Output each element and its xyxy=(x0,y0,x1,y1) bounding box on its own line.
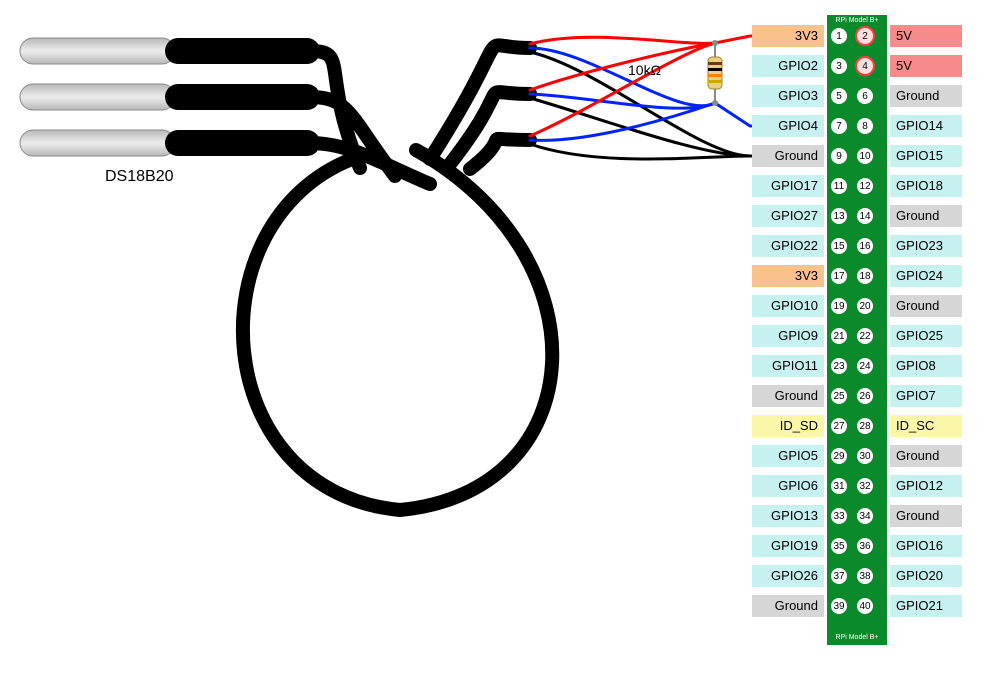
pin-14: 14 xyxy=(855,206,875,226)
sensor-1-body xyxy=(165,84,320,110)
pin-35: 35 xyxy=(829,536,849,556)
pin-label-8: GPIO14 xyxy=(890,115,962,137)
resistor-label: 10kΩ xyxy=(628,62,661,78)
pin-29: 29 xyxy=(829,446,849,466)
pin-32: 32 xyxy=(855,476,875,496)
sensor-label: DS18B20 xyxy=(105,168,174,186)
pin-13: 13 xyxy=(829,206,849,226)
pin-24: 24 xyxy=(855,356,875,376)
pin-label-20: Ground xyxy=(890,295,962,317)
pin-39: 39 xyxy=(829,596,849,616)
pin-label-12: GPIO18 xyxy=(890,175,962,197)
board-label-bottom: RPi Model B+ xyxy=(827,634,887,641)
pin-label-1: 3V3 xyxy=(752,25,824,47)
pin-label-38: GPIO20 xyxy=(890,565,962,587)
pin-label-14: Ground xyxy=(890,205,962,227)
resistor xyxy=(708,57,722,89)
pin-label-31: GPIO6 xyxy=(752,475,824,497)
sensor-0-body xyxy=(165,38,320,64)
pin-label-32: GPIO12 xyxy=(890,475,962,497)
pin-label-15: GPIO22 xyxy=(752,235,824,257)
pin-label-28: ID_SC xyxy=(890,415,962,437)
pin-label-34: Ground xyxy=(890,505,962,527)
pin-18: 18 xyxy=(855,266,875,286)
pin-label-19: GPIO10 xyxy=(752,295,824,317)
pin-33: 33 xyxy=(829,506,849,526)
pin-label-36: GPIO16 xyxy=(890,535,962,557)
pin-7: 7 xyxy=(829,116,849,136)
pin-label-10: GPIO15 xyxy=(890,145,962,167)
pin-label-29: GPIO5 xyxy=(752,445,824,467)
pin-37: 37 xyxy=(829,566,849,586)
pin-label-39: Ground xyxy=(752,595,824,617)
pin-4: 4 xyxy=(855,56,875,76)
pin-label-6: Ground xyxy=(890,85,962,107)
sensor-2-metal xyxy=(20,130,175,156)
pin-20: 20 xyxy=(855,296,875,316)
pin-label-22: GPIO25 xyxy=(890,325,962,347)
pin-label-23: GPIO11 xyxy=(752,355,824,377)
pin-label-11: GPIO17 xyxy=(752,175,824,197)
pin-label-21: GPIO9 xyxy=(752,325,824,347)
pin-label-37: GPIO26 xyxy=(752,565,824,587)
pin-21: 21 xyxy=(829,326,849,346)
pin-label-9: Ground xyxy=(752,145,824,167)
pin-40: 40 xyxy=(855,596,875,616)
pin-5: 5 xyxy=(829,86,849,106)
sensor-0-metal xyxy=(20,38,175,64)
pin-label-40: GPIO21 xyxy=(890,595,962,617)
pin-label-26: GPIO7 xyxy=(890,385,962,407)
pin-23: 23 xyxy=(829,356,849,376)
pin-12: 12 xyxy=(855,176,875,196)
pin-36: 36 xyxy=(855,536,875,556)
pin-3: 3 xyxy=(829,56,849,76)
pin-30: 30 xyxy=(855,446,875,466)
pin-label-27: ID_SD xyxy=(752,415,824,437)
pin-31: 31 xyxy=(829,476,849,496)
pin-label-7: GPIO4 xyxy=(752,115,824,137)
pin-26: 26 xyxy=(855,386,875,406)
pin-label-3: GPIO2 xyxy=(752,55,824,77)
pin-label-2: 5V xyxy=(890,25,962,47)
pin-label-17: 3V3 xyxy=(752,265,824,287)
pin-38: 38 xyxy=(855,566,875,586)
pin-19: 19 xyxy=(829,296,849,316)
pin-16: 16 xyxy=(855,236,875,256)
pin-label-5: GPIO3 xyxy=(752,85,824,107)
pin-11: 11 xyxy=(829,176,849,196)
pin-label-13: GPIO27 xyxy=(752,205,824,227)
pin-1: 1 xyxy=(829,26,849,46)
pin-label-33: GPIO13 xyxy=(752,505,824,527)
pin-15: 15 xyxy=(829,236,849,256)
pin-22: 22 xyxy=(855,326,875,346)
pin-label-16: GPIO23 xyxy=(890,235,962,257)
pin-label-4: 5V xyxy=(890,55,962,77)
pin-28: 28 xyxy=(855,416,875,436)
sensor-1-metal xyxy=(20,84,175,110)
sensor-2-body xyxy=(165,130,320,156)
pin-17: 17 xyxy=(829,266,849,286)
pin-label-35: GPIO19 xyxy=(752,535,824,557)
pin-10: 10 xyxy=(855,146,875,166)
pin-label-30: Ground xyxy=(890,445,962,467)
pin-27: 27 xyxy=(829,416,849,436)
pin-2: 2 xyxy=(855,26,875,46)
pin-34: 34 xyxy=(855,506,875,526)
pin-label-25: Ground xyxy=(752,385,824,407)
board-label-top: RPi Model B+ xyxy=(827,17,887,24)
pin-6: 6 xyxy=(855,86,875,106)
pin-label-24: GPIO8 xyxy=(890,355,962,377)
pin-8: 8 xyxy=(855,116,875,136)
pin-9: 9 xyxy=(829,146,849,166)
pin-25: 25 xyxy=(829,386,849,406)
pin-label-18: GPIO24 xyxy=(890,265,962,287)
